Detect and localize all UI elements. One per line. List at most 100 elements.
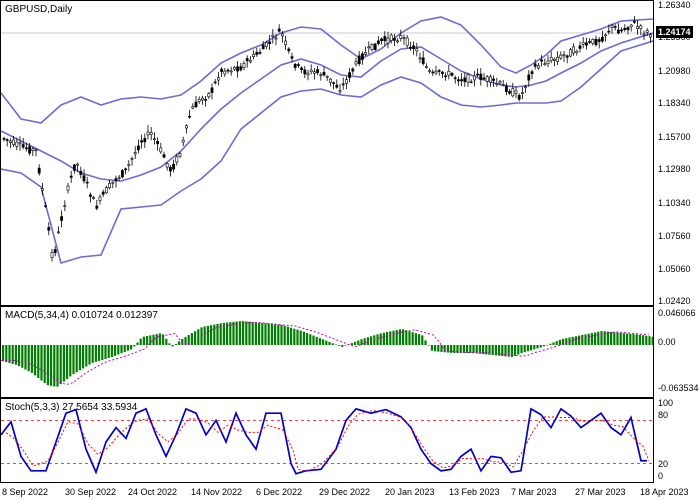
- macd-histogram-bar: [507, 345, 510, 357]
- candle-body: [2, 138, 6, 140]
- symbol-title: GBPUSD,Daily: [5, 4, 73, 15]
- macd-histogram-bar: [258, 322, 261, 345]
- macd-histogram-bar: [389, 331, 392, 345]
- macd-histogram-bar: [520, 345, 523, 354]
- stochastic-pane[interactable]: Stoch(5,3,3) 27.5654 33.5934: [0, 398, 654, 483]
- candle-body: [165, 163, 169, 168]
- macd-histogram-bar: [168, 343, 171, 345]
- macd-histogram-bar: [466, 345, 469, 353]
- candle-body: [40, 188, 44, 191]
- macd-histogram-bar: [232, 321, 235, 345]
- macd-pane[interactable]: MACD(5,34,4) 0.010724 0.012397: [0, 306, 654, 398]
- macd-histogram-bar: [11, 345, 14, 364]
- candle-body: [360, 53, 364, 60]
- macd-histogram-bar: [530, 345, 533, 351]
- candle-body: [415, 48, 419, 52]
- candle-body: [15, 141, 19, 147]
- macd-histogram-bar: [584, 334, 587, 345]
- candle-body: [258, 52, 262, 54]
- macd-histogram-bar: [82, 345, 85, 369]
- macd-histogram-bar: [238, 321, 241, 345]
- macd-histogram-bar: [18, 345, 21, 367]
- candle-body: [5, 139, 9, 141]
- macd-histogram-bar: [395, 330, 398, 345]
- candle-body: [213, 81, 217, 84]
- candle-body: [594, 38, 598, 45]
- macd-histogram-bar: [139, 338, 142, 345]
- candle-body: [194, 101, 198, 108]
- macd-histogram-bar: [219, 323, 222, 345]
- macd-histogram-bar: [421, 335, 424, 345]
- candle-body: [399, 35, 403, 39]
- macd-histogram-bar: [280, 324, 283, 345]
- candle-body: [146, 131, 150, 136]
- macd-histogram-bar: [85, 345, 88, 367]
- stoch-label: 100: [658, 398, 674, 408]
- macd-histogram-bar: [152, 334, 155, 345]
- candle-body: [121, 170, 124, 178]
- macd-histogram-bar: [600, 331, 603, 345]
- candle-body: [114, 178, 118, 182]
- macd-histogram-bar: [366, 337, 369, 345]
- candle-body: [344, 79, 348, 84]
- macd-histogram-bar: [43, 345, 46, 384]
- macd-histogram-bar: [651, 336, 653, 345]
- macd-histogram-bar: [277, 324, 280, 345]
- candle-body: [424, 66, 428, 68]
- candle-body: [543, 63, 547, 66]
- candle-body: [488, 76, 492, 83]
- candle-body: [476, 73, 480, 76]
- macd-histogram-bar: [398, 329, 401, 345]
- candle-body: [575, 50, 579, 54]
- candle-body: [450, 73, 454, 76]
- candle-body: [565, 55, 569, 58]
- date-label: 27 Mar 2023: [575, 487, 626, 497]
- date-label: 14 Nov 2022: [191, 487, 243, 497]
- macd-histogram-bar: [574, 336, 577, 345]
- macd-histogram-bar: [341, 345, 344, 347]
- macd-histogram-bar: [501, 345, 504, 357]
- candle-body: [645, 30, 649, 33]
- macd-histogram-bar: [296, 329, 299, 345]
- candle-body: [351, 68, 355, 72]
- candle-body: [325, 75, 329, 78]
- macd-histogram-bar: [75, 345, 78, 373]
- candle-body: [73, 164, 76, 171]
- candle-body: [242, 63, 246, 69]
- price-chart-pane[interactable]: GBPUSD,Daily: [0, 0, 654, 306]
- macd-histogram-bar: [571, 336, 574, 345]
- macd-histogram-bar: [5, 345, 8, 363]
- macd-histogram-bar: [581, 334, 584, 345]
- candle-body: [79, 170, 83, 175]
- macd-histogram-bar: [430, 345, 433, 351]
- candle-body: [514, 90, 518, 94]
- candle-body: [293, 63, 297, 68]
- macd-histogram-bar: [206, 325, 209, 345]
- candle-body: [559, 54, 563, 59]
- macd-histogram-bar: [552, 342, 555, 345]
- macd-histogram-bar: [286, 326, 289, 345]
- candle-body: [581, 42, 585, 45]
- macd-histogram-bar: [562, 338, 565, 345]
- macd-histogram-bar: [626, 333, 629, 345]
- macd-histogram-bar: [226, 322, 229, 345]
- candle-body: [392, 38, 396, 41]
- candle-body: [367, 46, 371, 49]
- macd-histogram-bar: [274, 324, 277, 345]
- macd-histogram-bar: [293, 328, 296, 345]
- macd-histogram-bar: [478, 345, 481, 354]
- macd-histogram-bar: [594, 332, 597, 345]
- macd-histogram-bar: [542, 345, 545, 347]
- macd-histogram-bar: [107, 345, 110, 359]
- candle-body: [639, 25, 643, 29]
- macd-histogram-bar: [104, 345, 107, 359]
- candle-body: [440, 71, 444, 74]
- candle-body: [201, 97, 204, 101]
- macd-histogram-bar: [229, 322, 232, 345]
- macd-histogram-bar: [158, 333, 161, 345]
- candle-body: [578, 45, 582, 49]
- macd-histogram-bar: [110, 345, 113, 358]
- candle-body: [479, 73, 483, 81]
- date-label: 30 Sep 2022: [65, 487, 117, 497]
- candle-body: [572, 46, 576, 54]
